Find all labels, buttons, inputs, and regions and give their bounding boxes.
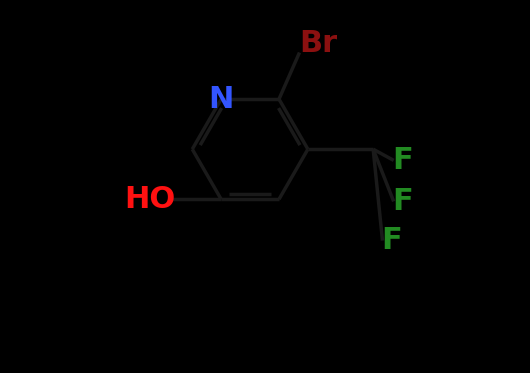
Text: N: N (208, 85, 234, 114)
Text: HO: HO (125, 185, 176, 214)
Text: F: F (393, 146, 413, 175)
Text: F: F (382, 226, 402, 255)
Text: Br: Br (299, 29, 337, 58)
Text: F: F (393, 187, 413, 216)
